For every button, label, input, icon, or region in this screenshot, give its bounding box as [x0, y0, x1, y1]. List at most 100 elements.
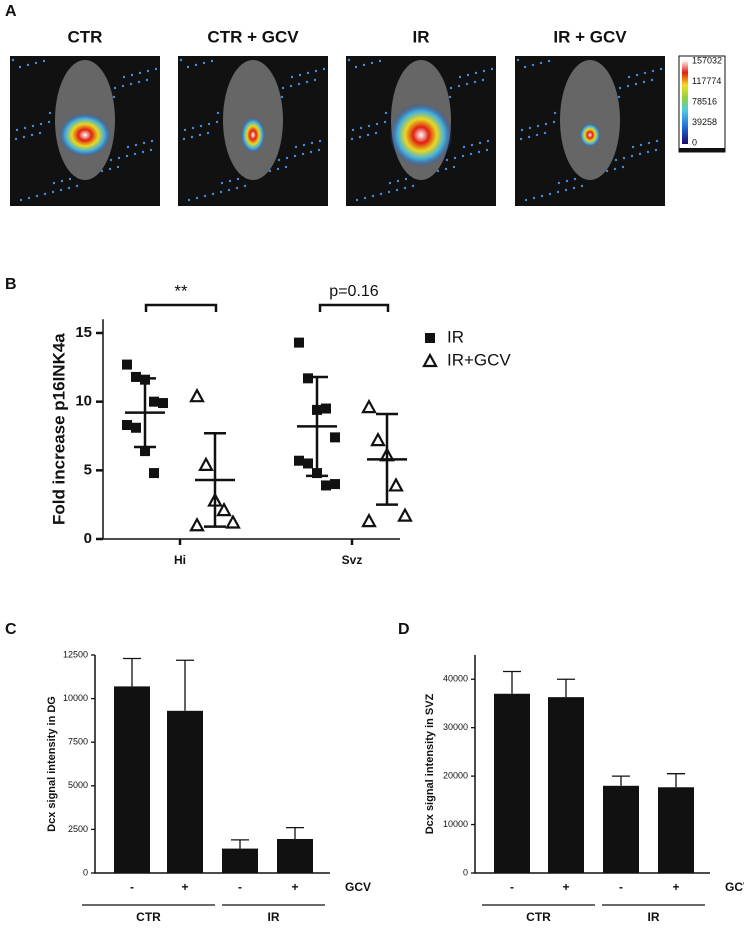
speckle — [448, 95, 452, 99]
speckle — [580, 184, 584, 188]
bar — [114, 686, 150, 873]
speckle — [387, 190, 391, 194]
error-bar — [503, 670, 521, 694]
speckle — [605, 169, 609, 173]
y-tick-label: 12500 — [63, 649, 88, 659]
speckle — [154, 67, 158, 71]
bar — [658, 787, 694, 873]
speckle — [203, 194, 207, 198]
speckle — [15, 128, 19, 132]
speckle — [298, 73, 302, 77]
speckle — [362, 63, 366, 67]
speckle — [527, 135, 531, 139]
x-tick-label: - — [130, 880, 134, 894]
x-tick-label: Svz — [342, 553, 363, 567]
speckle — [207, 122, 211, 126]
speckle — [523, 65, 527, 69]
speckle — [659, 67, 663, 71]
speckle — [149, 148, 153, 152]
signal — [389, 103, 453, 167]
point — [330, 479, 340, 490]
speckle — [183, 128, 187, 132]
speckle — [519, 137, 523, 141]
x-axis-label: GCV — [345, 880, 371, 894]
speckle — [366, 133, 370, 137]
error-bar — [612, 775, 630, 786]
speckle — [654, 148, 658, 152]
speckle — [379, 192, 383, 196]
speckle — [284, 165, 288, 169]
y-tick-label: 10000 — [63, 693, 88, 703]
speckle — [277, 158, 281, 162]
speckle — [572, 186, 576, 190]
speckle — [39, 122, 43, 126]
point — [189, 516, 205, 532]
speckle — [199, 124, 203, 128]
speckle — [528, 126, 532, 130]
point — [149, 396, 159, 407]
speckle — [444, 167, 448, 171]
speckle — [378, 59, 382, 63]
speckle — [383, 120, 387, 124]
speckle — [621, 165, 625, 169]
speckle — [639, 143, 643, 147]
speckle — [486, 139, 490, 143]
x-tick-label: + — [181, 880, 188, 894]
legend-label: IR+GCV — [447, 350, 511, 369]
speckle — [478, 141, 482, 145]
point — [361, 512, 377, 528]
mouse — [560, 60, 620, 180]
speckle — [552, 120, 556, 124]
image-title: CTR — [68, 27, 103, 46]
speckle — [474, 71, 478, 75]
speckle — [42, 59, 46, 63]
panel-label: A — [5, 3, 17, 20]
error-bar — [176, 659, 194, 711]
speckle — [211, 192, 215, 196]
point — [189, 387, 205, 403]
speckle — [35, 194, 39, 198]
speckle — [490, 67, 494, 71]
speckle — [470, 143, 474, 147]
speckle — [556, 190, 560, 194]
y-tick-label: 0 — [83, 867, 88, 877]
x-tick-label: + — [672, 880, 679, 894]
speckle — [195, 196, 199, 200]
speckle — [293, 154, 297, 158]
speckle — [388, 181, 392, 185]
speckle — [138, 71, 142, 75]
y-tick-label: 2500 — [68, 824, 88, 834]
point — [321, 403, 331, 414]
bar — [494, 693, 530, 873]
speckle — [622, 156, 626, 160]
speckle — [354, 65, 358, 69]
speckle — [564, 188, 568, 192]
speckle — [404, 177, 408, 181]
colorbar-label: 0 — [692, 137, 697, 147]
speckle — [367, 124, 371, 128]
speckle — [453, 156, 457, 160]
speckle — [59, 188, 63, 192]
error-bar — [557, 678, 575, 698]
speckle — [536, 124, 540, 128]
speckle — [449, 86, 453, 90]
speckle — [411, 184, 415, 188]
axis — [102, 319, 400, 540]
speckle — [75, 184, 79, 188]
speckle — [198, 133, 202, 137]
speckle — [638, 152, 642, 156]
speckle — [27, 196, 31, 200]
point — [131, 422, 141, 433]
group-label: IR — [648, 910, 660, 924]
point — [198, 456, 214, 471]
speckle — [458, 75, 462, 79]
speckle — [179, 58, 183, 62]
speckle — [121, 84, 125, 88]
speckle — [187, 198, 191, 202]
speckle — [350, 137, 354, 141]
point — [294, 455, 304, 466]
y-tick-label: 30000 — [443, 722, 468, 732]
colorbar-base — [679, 148, 725, 152]
speckle — [130, 73, 134, 77]
speckle — [297, 82, 301, 86]
